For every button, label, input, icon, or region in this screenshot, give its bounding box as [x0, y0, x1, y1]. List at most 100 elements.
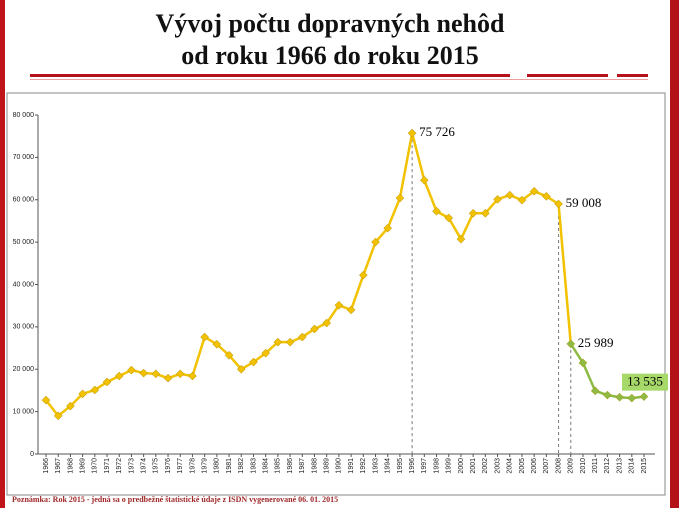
- marker: [517, 195, 527, 205]
- chart-frame: [6, 92, 666, 496]
- y-tick-label: 20 000: [13, 366, 35, 373]
- marker: [346, 305, 356, 315]
- x-tick-label: 1977: [177, 458, 184, 474]
- x-tick-label: 1990: [336, 458, 343, 474]
- y-tick-label: 0: [30, 451, 34, 458]
- marker: [358, 270, 368, 280]
- left-border: [0, 0, 5, 508]
- footnote: Poznámka: Rok 2015 - jedná sa o predbežn…: [12, 495, 338, 504]
- x-tick-label: 1981: [226, 458, 233, 474]
- x-tick-label: 1975: [153, 458, 160, 474]
- marker: [175, 369, 185, 379]
- x-tick-label: 2004: [507, 458, 514, 474]
- y-tick-label: 70 000: [13, 154, 35, 161]
- marker: [224, 350, 234, 360]
- marker: [66, 401, 75, 411]
- x-tick-label: 2010: [580, 458, 587, 474]
- x-tick-label: 1980: [214, 458, 221, 474]
- x-tick-label: 1995: [397, 458, 404, 474]
- marker: [615, 392, 624, 402]
- marker: [480, 208, 490, 218]
- x-tick-label: 1983: [250, 458, 257, 474]
- x-tick-label: 2014: [629, 458, 636, 474]
- x-tick-label: 1988: [311, 458, 318, 474]
- x-tick-label: 1985: [275, 458, 282, 474]
- decor-line: [30, 74, 510, 77]
- marker: [529, 186, 539, 196]
- marker: [297, 332, 307, 342]
- marker: [493, 194, 502, 204]
- marker: [200, 332, 210, 342]
- x-tick-label: 2000: [458, 458, 465, 474]
- x-tick-label: 2002: [482, 458, 489, 474]
- x-tick-label: 1989: [324, 458, 331, 474]
- x-tick-label: 1993: [372, 458, 379, 474]
- x-tick-label: 1968: [67, 458, 74, 474]
- title-line: od roku 1966 do roku 2015: [181, 41, 478, 70]
- x-tick-label: 1992: [360, 458, 367, 474]
- marker: [127, 365, 136, 375]
- marker: [456, 234, 466, 244]
- y-tick-label: 80 000: [13, 112, 35, 119]
- x-tick-label: 1976: [165, 458, 172, 474]
- marker: [41, 395, 51, 405]
- x-tick-label: 1997: [421, 458, 428, 474]
- marker: [383, 223, 393, 233]
- marker: [102, 377, 112, 387]
- marker: [261, 348, 271, 358]
- marker: [639, 392, 649, 401]
- marker: [78, 389, 87, 399]
- x-tick-label: 1970: [92, 458, 99, 474]
- marker: [163, 373, 173, 383]
- x-tick-label: 2005: [519, 458, 526, 474]
- x-tick-label: 1999: [446, 458, 453, 474]
- marker: [236, 364, 246, 374]
- x-tick-label: 2013: [616, 458, 623, 474]
- marker: [395, 193, 405, 203]
- data-label: 13 535: [627, 374, 663, 389]
- y-tick-label: 60 000: [13, 197, 35, 204]
- marker: [578, 358, 588, 368]
- marker: [249, 357, 258, 367]
- decor-line: [527, 74, 608, 77]
- x-tick-label: 2006: [531, 458, 538, 474]
- x-tick-label: 1996: [409, 458, 416, 474]
- y-tick-label: 30 000: [13, 324, 35, 331]
- x-tick-label: 1986: [287, 458, 294, 474]
- x-tick-label: 1966: [43, 458, 50, 474]
- decor-line: [30, 79, 648, 80]
- x-tick-label: 2015: [641, 458, 648, 474]
- marker: [432, 206, 441, 216]
- x-tick-label: 1994: [385, 458, 392, 474]
- x-tick-label: 2001: [470, 458, 477, 474]
- data-label: 59 008: [566, 195, 602, 210]
- marker: [334, 300, 344, 310]
- decor-line: [617, 74, 648, 77]
- title-line: Vývoj počtu dopravných nehôd: [156, 9, 505, 38]
- x-tick-label: 2011: [592, 458, 599, 473]
- x-tick-label: 1969: [79, 458, 86, 474]
- x-tick-label: 1973: [128, 458, 135, 474]
- marker: [139, 368, 148, 378]
- right-border: [670, 0, 679, 508]
- marker: [114, 371, 124, 381]
- x-tick-label: 1982: [238, 458, 245, 474]
- y-tick-label: 10 000: [13, 408, 35, 415]
- label-box: [622, 373, 668, 391]
- marker: [590, 386, 600, 396]
- marker: [90, 385, 100, 395]
- marker: [273, 337, 283, 347]
- x-tick-label: 2012: [604, 458, 611, 474]
- marker: [468, 208, 478, 218]
- marker: [444, 213, 454, 223]
- marker: [310, 324, 319, 334]
- y-tick-label: 50 000: [13, 239, 35, 246]
- x-tick-label: 2009: [568, 458, 575, 474]
- marker: [419, 175, 429, 185]
- data-label: 25 989: [578, 335, 614, 350]
- x-tick-label: 1971: [104, 458, 111, 474]
- marker: [554, 199, 563, 209]
- x-tick-label: 1991: [348, 458, 355, 474]
- x-tick-label: 2008: [555, 458, 562, 474]
